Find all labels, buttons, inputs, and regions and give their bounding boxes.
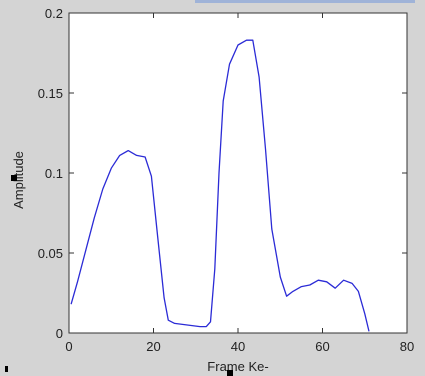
axis-label-marker (11, 175, 17, 181)
series-line (70, 39, 370, 332)
axis-label-marker (227, 370, 233, 376)
series-layer (70, 39, 370, 332)
x-axis: 0 20 40 60 80 (65, 13, 414, 354)
x-axis-label: Frame Ke- (207, 359, 268, 374)
plot-area (68, 12, 408, 334)
y-tick-label: 0.05 (38, 246, 63, 261)
y-tick-label: 0.2 (45, 6, 63, 21)
cropped-top-stripe (195, 0, 415, 3)
y-tick-label: 0.1 (45, 166, 63, 181)
y-tick-label: 0.15 (38, 86, 63, 101)
x-tick-label: 20 (146, 339, 160, 354)
x-tick-label: 40 (231, 339, 245, 354)
y-axis-label: Amplitude (11, 151, 26, 209)
x-tick-label: 0 (65, 339, 72, 354)
y-tick-label: 0 (56, 326, 63, 341)
x-tick-label: 60 (315, 339, 329, 354)
y-axis: 0 0.05 0.1 0.15 0.2 (38, 6, 407, 341)
x-tick-label: 80 (400, 339, 414, 354)
corner-marker (5, 366, 8, 372)
